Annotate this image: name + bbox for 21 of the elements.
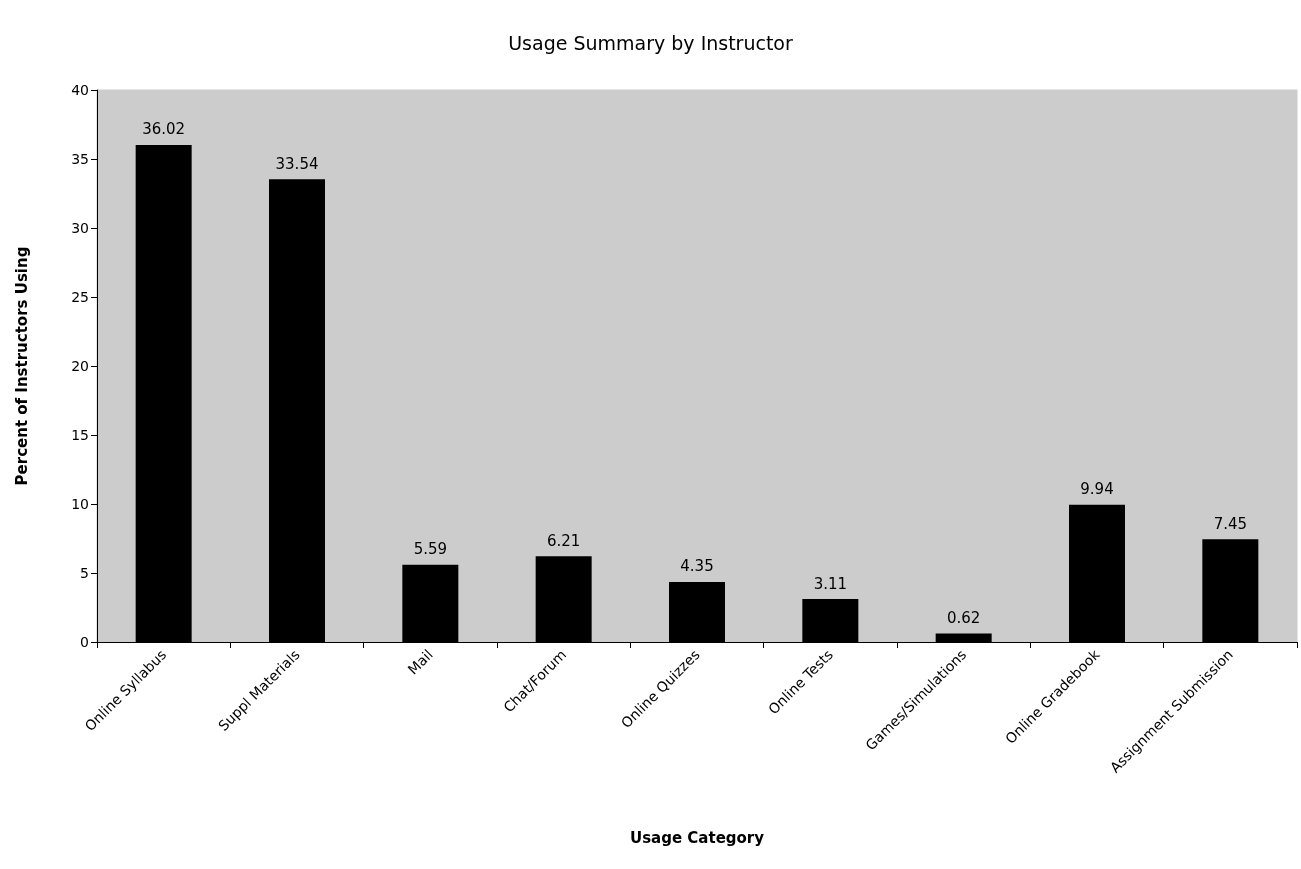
data-label: 6.21 (546, 531, 581, 550)
data-label: 4.35 (680, 557, 714, 576)
y-tick-label: 35 (71, 151, 89, 167)
y-tick-label: 25 (71, 289, 89, 305)
data-label: 0.62 (946, 608, 981, 627)
chart-title: Usage Summary by Instructor (508, 31, 793, 54)
data-label: 36.02 (142, 120, 186, 139)
y-tick-label: 30 (71, 220, 89, 236)
y-tick-label: 15 (71, 427, 89, 443)
data-label: 33.54 (275, 154, 319, 173)
data-label: 9.94 (1080, 480, 1114, 499)
data-label: 7.45 (1213, 514, 1248, 533)
data-label: 5.59 (413, 540, 448, 559)
y-axis-title: Percent of Instructors Using (12, 246, 31, 486)
y-tick-label: 5 (80, 565, 89, 581)
y-tick-label: 0 (80, 634, 89, 650)
x-axis-title: Usage Category (629, 828, 765, 847)
y-tick-label: 40 (71, 82, 89, 98)
data-label: 3.11 (813, 574, 848, 593)
y-tick-label: 20 (71, 358, 89, 374)
y-tick-label: 10 (71, 496, 89, 512)
